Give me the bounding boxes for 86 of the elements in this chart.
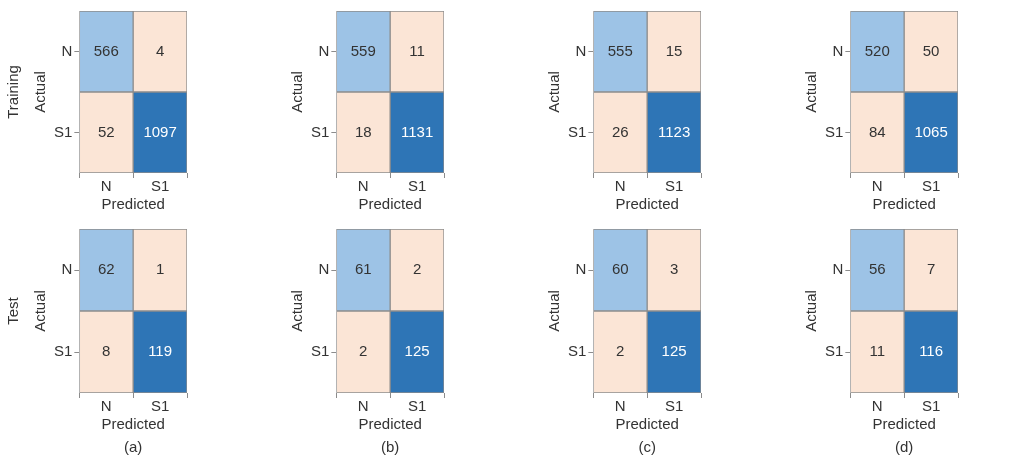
y-tick-label: N xyxy=(832,260,844,278)
data-label: 116 xyxy=(919,342,944,360)
x-axis-title: Predicted xyxy=(358,415,422,433)
y-axis-title: Actual xyxy=(288,71,306,113)
x-tick-label: N xyxy=(357,397,369,415)
y-tick-label: N xyxy=(575,260,587,278)
y-tick-label: N xyxy=(318,41,330,59)
data-label: 56 xyxy=(868,260,886,278)
text: (b) xyxy=(381,438,400,456)
y-axis-title: Actual xyxy=(802,71,820,113)
y-tick-label: S1 xyxy=(567,342,587,360)
y-tick-label: S1 xyxy=(310,342,330,360)
data-label: 26 xyxy=(611,122,629,140)
text: (d) xyxy=(895,438,914,456)
x-axis-title: Predicted xyxy=(615,415,679,433)
data-label: 60 xyxy=(611,260,629,278)
data-label: 50 xyxy=(922,41,940,59)
y-tick-label: S1 xyxy=(53,342,73,360)
y-tick-label: N xyxy=(61,41,73,59)
y-tick-label: N xyxy=(832,41,844,59)
text: Test xyxy=(4,296,22,325)
x-tick-label: S1 xyxy=(664,177,684,195)
data-label: 18 xyxy=(354,122,372,140)
x-tick-label: N xyxy=(871,397,883,415)
x-axis-title: Predicted xyxy=(101,415,165,433)
y-tick-label: N xyxy=(318,260,330,278)
data-label: 520 xyxy=(864,41,890,59)
x-tick-label: N xyxy=(100,397,112,415)
y-tick-label: S1 xyxy=(824,342,844,360)
text: (a) xyxy=(124,438,143,456)
data-label: 15 xyxy=(665,41,683,59)
x-axis-title: Predicted xyxy=(872,195,936,213)
y-axis-title: Actual xyxy=(31,71,49,113)
text: Training xyxy=(4,65,22,119)
x-axis-title: Predicted xyxy=(358,195,422,213)
data-label: 566 xyxy=(93,41,119,59)
y-tick-label: S1 xyxy=(53,122,73,140)
data-label: 559 xyxy=(350,41,376,59)
data-label: 4 xyxy=(155,41,165,59)
y-axis-title: Actual xyxy=(545,71,563,113)
x-axis-title: Predicted xyxy=(615,195,679,213)
y-axis-title: Actual xyxy=(545,290,563,332)
x-axis-title: Predicted xyxy=(101,195,165,213)
text: (c) xyxy=(638,438,656,456)
data-label: 11 xyxy=(409,41,425,59)
data-label: 62 xyxy=(97,260,115,278)
data-label: 1123 xyxy=(657,122,691,140)
data-label: 3 xyxy=(669,260,679,278)
data-label: 125 xyxy=(661,342,687,360)
y-tick-label: S1 xyxy=(567,122,587,140)
x-tick-label: N xyxy=(614,177,626,195)
x-tick-label: S1 xyxy=(921,397,941,415)
y-tick-label: N xyxy=(575,41,587,59)
x-tick-label: S1 xyxy=(150,397,170,415)
x-tick-label: S1 xyxy=(407,177,427,195)
x-axis-title: Predicted xyxy=(872,415,936,433)
data-label: 52 xyxy=(97,122,115,140)
y-axis-title: Actual xyxy=(31,290,49,332)
data-label: 119 xyxy=(148,342,173,360)
data-label: 2 xyxy=(412,260,422,278)
data-label: 7 xyxy=(926,260,936,278)
data-label: 1065 xyxy=(914,122,948,140)
data-label: 1097 xyxy=(143,122,177,140)
x-tick-label: S1 xyxy=(150,177,170,195)
x-tick-label: S1 xyxy=(921,177,941,195)
data-label: 61 xyxy=(354,260,372,278)
x-tick-label: N xyxy=(357,177,369,195)
x-tick-label: N xyxy=(614,397,626,415)
x-tick-label: S1 xyxy=(664,397,684,415)
data-label: 84 xyxy=(868,122,886,140)
y-axis-title: Actual xyxy=(288,290,306,332)
y-tick-label: S1 xyxy=(310,122,330,140)
y-tick-label: N xyxy=(61,260,73,278)
data-label: 1 xyxy=(155,260,165,278)
data-label: 1131 xyxy=(400,122,434,140)
data-label: 555 xyxy=(607,41,633,59)
data-label: 8 xyxy=(102,342,111,360)
y-tick-label: S1 xyxy=(824,122,844,140)
y-axis-title: Actual xyxy=(802,290,820,332)
x-tick-label: S1 xyxy=(407,397,427,415)
x-tick-label: N xyxy=(871,177,883,195)
x-tick-label: N xyxy=(100,177,112,195)
data-label: 125 xyxy=(404,342,430,360)
data-label: 2 xyxy=(359,342,368,360)
data-label: 2 xyxy=(616,342,625,360)
data-label: 11 xyxy=(869,342,886,360)
